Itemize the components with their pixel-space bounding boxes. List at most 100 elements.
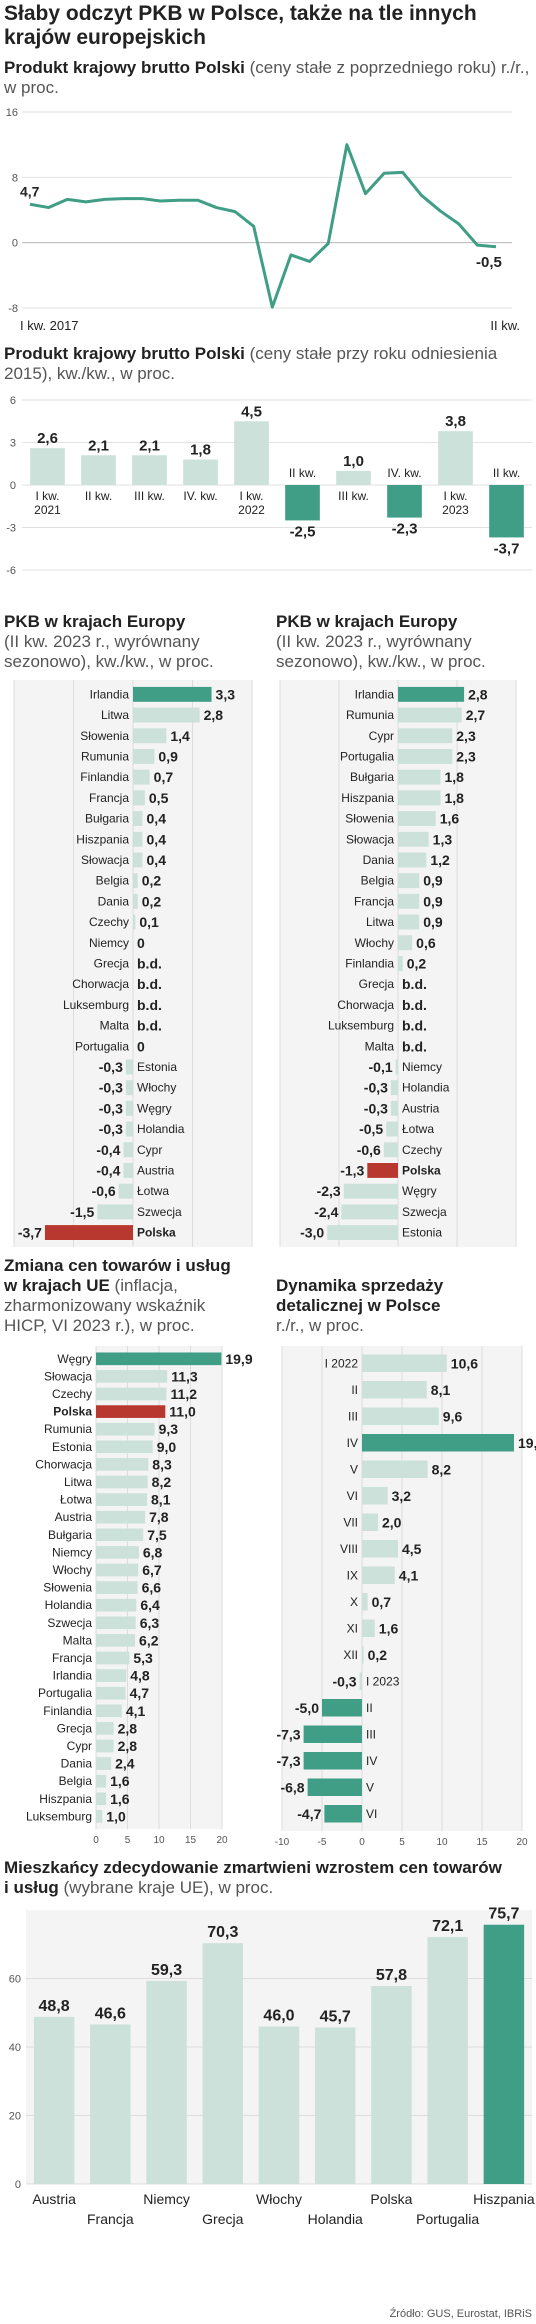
eu-left-bar-polska	[44, 1225, 133, 1241]
worried-bar-hiszpania	[483, 1924, 525, 2184]
hicp-category-finlandia: Finlandia	[43, 1704, 92, 1718]
eu-right-bar-rumunia	[398, 707, 462, 723]
gdp-qoq-ytick-4: 6	[10, 395, 16, 407]
chart-gdp-qoq-title-rest: (ceny stałe przy roku odniesienia 2015),…	[4, 344, 498, 383]
hicp-bar-szwecja	[96, 1616, 136, 1630]
retail-category-7: VIII	[340, 1542, 358, 1556]
eu-left-value-label-luksemburg: b.d.	[137, 997, 162, 1013]
gdp-qoq-ytick-2: 0	[10, 480, 16, 492]
gdp-qoq-category-0-1: 2021	[34, 503, 61, 517]
chart-worried: 0 20 40 60 48,8 Austria 46,6 Francja 59,3 Niemcy 7…	[9, 1906, 535, 2227]
worried-value-label-włochy: 46,0	[263, 2007, 294, 2024]
retail-category-16: V	[366, 1780, 374, 1794]
chart-retail-title-rest: r./r., w proc.	[276, 1316, 364, 1335]
hicp-value-label-hiszpania: 1,6	[110, 1791, 130, 1807]
chart-worried-title-bold-2: i usług	[4, 1878, 59, 1897]
hicp-xtick-3: 15	[185, 1835, 197, 1846]
gdp-qoq-value-label-4: 4,5	[241, 403, 262, 420]
eu-right-bar-włochy	[398, 935, 413, 951]
eu-left-bar-słowenia	[133, 728, 167, 744]
hicp-value-label-litwa: 8,2	[152, 1474, 172, 1490]
chart-eu-left-title-line2: sezonowo), kw./kw., w proc.	[4, 652, 214, 671]
eu-right-value-label-czechy: -0,6	[357, 1142, 381, 1158]
hicp-value-label-łotwa: 8,1	[151, 1492, 171, 1508]
worried-category-holandia: Holandia	[308, 2211, 363, 2227]
retail-bar-5	[362, 1487, 388, 1505]
eu-right-value-label-rumunia: 2,7	[466, 707, 486, 723]
eu-left-bar-cypr	[123, 1142, 133, 1158]
eu-right-category-słowacja: Słowacja	[346, 832, 394, 846]
hicp-bar-hiszpania	[96, 1792, 107, 1806]
eu-right-value-label-francja: 0,9	[423, 893, 443, 909]
hicp-category-dania: Dania	[61, 1757, 93, 1771]
eu-left-category-szwecja: Szwecja	[137, 1205, 182, 1219]
worried-bar-austria	[33, 2016, 75, 2184]
worried-category-portugalia: Portugalia	[416, 2211, 479, 2227]
chart-eu-left-title-line1: (II kw. 2023 r., wyrównany	[4, 632, 200, 651]
worried-category-włochy: Włochy	[256, 2191, 302, 2207]
eu-right-category-hiszpania: Hiszpania	[341, 791, 394, 805]
eu-right-bar-słowenia	[398, 811, 436, 827]
retail-bar-7	[362, 1540, 398, 1558]
hicp-bar-malta	[96, 1634, 136, 1647]
eu-right-bar-szwecja	[341, 1204, 398, 1220]
hicp-value-label-irlandia: 4,8	[130, 1668, 150, 1684]
hicp-xtick-4: 20	[216, 1835, 228, 1846]
eu-right-category-chorwacja: Chorwacja	[337, 998, 394, 1012]
gdp-qoq-category-1-0: II kw.	[85, 489, 112, 503]
eu-left-value-label-dania: 0,2	[142, 893, 162, 909]
worried-bar-polska	[371, 1986, 412, 2184]
eu-right-bar-dania	[398, 852, 427, 868]
hicp-category-chorwacja: Chorwacja	[35, 1457, 92, 1471]
retail-value-label-17: -4,7	[297, 1806, 321, 1822]
chart-eu-left-title: PKB w krajach Europy (II kw. 2023 r., wy…	[4, 612, 266, 672]
hicp-value-label-słowenia: 6,6	[142, 1580, 162, 1596]
retail-bar-2	[362, 1407, 439, 1425]
eu-left-bar-hiszpania	[133, 831, 143, 847]
hicp-bar-finlandia	[96, 1704, 122, 1718]
eu-right-bar-portugalia	[398, 748, 453, 764]
gdp-qoq-bar-7	[387, 485, 422, 518]
eu-right-category-francja: Francja	[354, 894, 394, 908]
hicp-value-label-malta: 6,2	[139, 1632, 159, 1648]
hicp-value-label-holandia: 6,4	[140, 1597, 160, 1613]
chart-hicp-title-bold-2: w krajach UE	[4, 1276, 110, 1295]
hicp-xtick-1: 5	[125, 1835, 131, 1846]
chart-gdp-yoy: -8 0 8 16 4,7 -0,5 I kw. 2017 II kw.	[6, 107, 520, 333]
eu-right-value-label-estonia: -3,0	[300, 1225, 324, 1241]
eu-right-xtick-1: -2.5	[330, 1253, 348, 1254]
retail-bar-15	[303, 1752, 362, 1770]
eu-left-value-label-francja: 0,5	[149, 790, 169, 806]
eu-right-bar-estonia	[327, 1225, 398, 1241]
eu-left-bar-szwecja	[97, 1204, 133, 1220]
retail-bar-0	[362, 1354, 447, 1372]
eu-right-bar-belgia	[398, 873, 420, 889]
eu-left-bar-portugalia	[133, 1038, 134, 1054]
retail-value-label-4: 8,2	[432, 1461, 452, 1477]
eu-right-value-label-malta: b.d.	[402, 1038, 427, 1054]
hicp-bar-czechy	[96, 1387, 167, 1401]
hicp-bar-bułgaria	[96, 1528, 144, 1542]
eu-left-bar-włochy	[125, 1080, 133, 1096]
hicp-bar-luksemburg	[96, 1810, 103, 1823]
gdp-qoq-bar-3	[183, 459, 218, 485]
retail-xtick-2: 0	[359, 1837, 365, 1848]
eu-right-category-belgia: Belgia	[361, 874, 395, 888]
eu-left-category-luksemburg: Luksemburg	[63, 998, 129, 1012]
chart-eu-right-title: PKB w krajach Europy (II kw. 2023 r., wy…	[276, 612, 534, 672]
hicp-value-label-słowacja: 11,3	[171, 1368, 198, 1384]
gdp-qoq-category-8-0: I kw.	[443, 489, 467, 503]
eu-left-category-węgry: Węgry	[137, 1101, 172, 1115]
worried-bar-włochy	[258, 2026, 300, 2184]
eu-right-bar-irlandia	[398, 686, 465, 702]
hicp-category-luksemburg: Luksemburg	[26, 1809, 92, 1823]
eu-right-value-label-łotwa: -0,5	[359, 1121, 383, 1137]
eu-right-value-label-grecja: b.d.	[402, 976, 427, 992]
eu-left-category-słowacja: Słowacja	[81, 853, 129, 867]
eu-right-category-dania: Dania	[363, 853, 395, 867]
eu-right-value-label-litwa: 0,9	[423, 914, 443, 930]
eu-left-bar-finlandia	[133, 769, 150, 785]
eu-right-value-label-austria: -0,3	[364, 1100, 388, 1116]
retail-xtick-6: 20	[516, 1837, 528, 1848]
eu-left-category-polska: Polska	[137, 1226, 176, 1240]
